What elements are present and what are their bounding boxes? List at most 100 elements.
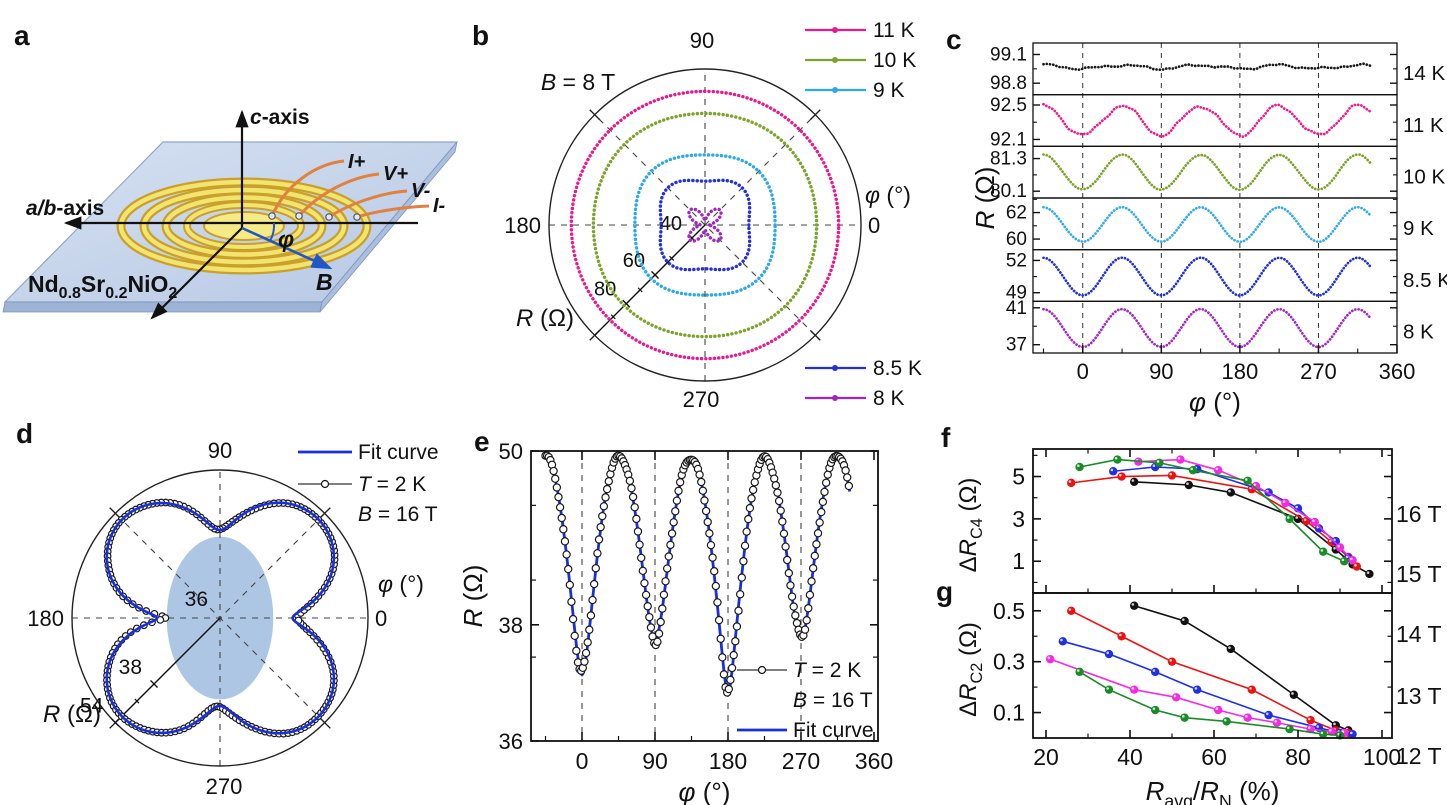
legend-temp-label-part: T: [793, 659, 808, 682]
e-data-point: [659, 590, 669, 599]
g-xaxis-title-part: avg: [1164, 791, 1193, 805]
e-data-point: [589, 579, 599, 589]
c-xtick-label-part: 90: [1149, 359, 1173, 384]
e-data-point: [674, 486, 683, 496]
e-data-point: [695, 470, 704, 479]
legend-fit-label: Fit curve: [793, 719, 874, 742]
ab-axis-label: a/b-axis: [26, 197, 104, 220]
g-yaxis-title-part: Δ: [955, 701, 982, 717]
series-point-13T: [1243, 713, 1252, 722]
legend-marker: [832, 27, 838, 33]
fg-legend-16T: 16 T: [1396, 501, 1442, 527]
e-data-point: [805, 590, 815, 600]
phi-axis-title: φ (°): [378, 571, 424, 597]
e-data-point: [604, 477, 613, 486]
e-data-point: [744, 514, 753, 524]
series-point-highlight: [1282, 500, 1286, 503]
e-fit-curve: [544, 454, 852, 696]
e-data-point: [599, 502, 609, 511]
e-data-point: [586, 611, 596, 620]
e-data-point: [593, 549, 602, 558]
angle-label-90-part: 90: [690, 28, 714, 53]
g-xaxis-title-part: (%): [1232, 776, 1280, 805]
series-point-15T: [1167, 471, 1177, 480]
e-data-point: [821, 478, 831, 487]
e-data-point: [718, 653, 727, 662]
c-ytick-label-part: 92.1: [990, 129, 1027, 150]
series-line-13T: [1138, 458, 1354, 561]
panel-a-schematic: c-axis a/b-axis φ B I+ V+ V- I- Nd0.8Sr0…: [2, 106, 459, 320]
e-data-point: [641, 590, 651, 600]
polar-outer-circle: [548, 68, 862, 382]
e-data-point: [740, 541, 750, 551]
e-data-point: [658, 604, 667, 613]
e-data-point: [818, 497, 828, 507]
radial-center-label-part: 36: [185, 588, 208, 611]
e-xtick-label-part: 270: [782, 748, 820, 774]
series-point-highlight: [1245, 478, 1248, 481]
c-series-10K: [1042, 153, 1373, 192]
e-data-point: [638, 566, 648, 576]
series-point-highlight: [1131, 479, 1135, 482]
r-axis-title-part: R: [516, 305, 533, 332]
e-data-point: [750, 478, 759, 487]
e-data-point: [807, 577, 816, 586]
panel-letter-g: g: [936, 576, 954, 607]
e-data-point: [625, 476, 635, 486]
radial-minor-tick: [669, 255, 675, 261]
series-point-highlight: [1337, 732, 1340, 736]
c-series-9K: [1042, 205, 1373, 244]
c-ytick-label-part: 41: [1006, 298, 1027, 319]
radial-tick-label: 80: [594, 279, 616, 301]
e-data-point: [716, 634, 725, 643]
e-data-point: [594, 535, 604, 544]
c-subpanel-frame: [1032, 94, 1398, 147]
g-xaxis-title-part: R: [1146, 776, 1165, 805]
radial-tick-label: 60: [623, 250, 645, 272]
e-data-point: [654, 629, 664, 638]
radial-major-tick: [149, 679, 159, 689]
e-data-point: [635, 540, 644, 549]
e-data-point: [598, 511, 607, 521]
e-data-point: [559, 525, 568, 534]
legend-fit-label-part: Fit curve: [793, 719, 874, 742]
e-ytick-label: 38: [499, 613, 523, 638]
legend-field-label: B = 16 T: [358, 503, 438, 526]
e-data-point: [724, 684, 734, 694]
series-point-12T: [1222, 717, 1231, 726]
e-data-point: [791, 611, 800, 620]
series-point-16T: [1180, 616, 1189, 626]
r-axis-title: R (Ω): [43, 701, 101, 728]
e-data-point: [810, 551, 819, 561]
angle-label-180: 180: [504, 213, 541, 238]
r-axis-title: R (Ω): [516, 305, 574, 332]
series-point-13T: [1130, 685, 1139, 694]
legend-label-10K: 10 K: [873, 49, 916, 72]
d-fit-curve: [105, 501, 336, 735]
series-point-highlight: [1295, 516, 1298, 519]
g-xaxis-title: Ravg/RN (%): [1146, 776, 1280, 805]
angle-label-90: 90: [690, 28, 714, 53]
polar-series-9K: [633, 153, 777, 297]
e-data-point: [735, 590, 745, 599]
phi-axis-title-part: (°): [880, 182, 911, 208]
e-data-point: [551, 474, 560, 483]
series-point-12T: [1075, 462, 1084, 472]
phi-axis-title: φ (°): [865, 182, 911, 208]
e-data-point: [557, 513, 566, 523]
c-temp-label-14K-part: 14 K: [1403, 62, 1445, 85]
series-point-16T: [1365, 569, 1374, 579]
e-data-point: [747, 494, 756, 503]
e-data-point: [710, 566, 719, 576]
e-data-point: [776, 506, 785, 515]
field-arrow: [241, 226, 333, 270]
c-ytick-label: 92.1: [990, 129, 1027, 150]
series-line-12T: [1079, 671, 1341, 737]
e-data-point: [656, 617, 665, 627]
g-yaxis-title: ΔRC2 (Ω): [955, 622, 986, 717]
c-temp-label-8K: 8 K: [1403, 321, 1434, 344]
e-data-point: [627, 484, 636, 493]
series-point-highlight: [1337, 544, 1340, 548]
angle-label-180-part: 180: [504, 213, 541, 238]
series-point-highlight: [1182, 618, 1185, 621]
